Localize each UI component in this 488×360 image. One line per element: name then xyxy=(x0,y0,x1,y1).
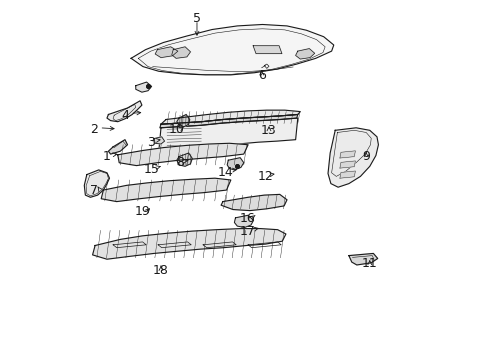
Text: 4: 4 xyxy=(121,109,129,122)
Polygon shape xyxy=(171,47,190,58)
Polygon shape xyxy=(221,194,286,211)
Text: 1: 1 xyxy=(103,150,111,163)
Polygon shape xyxy=(108,140,127,154)
Polygon shape xyxy=(107,101,142,122)
Polygon shape xyxy=(327,128,378,187)
Text: 17: 17 xyxy=(240,225,256,238)
Polygon shape xyxy=(295,49,314,59)
Polygon shape xyxy=(155,47,178,58)
Text: 3: 3 xyxy=(147,136,155,149)
Polygon shape xyxy=(234,215,253,228)
Text: 7: 7 xyxy=(90,184,98,197)
Polygon shape xyxy=(160,114,297,128)
Text: 10: 10 xyxy=(168,123,184,136)
Polygon shape xyxy=(177,153,192,166)
Text: 9: 9 xyxy=(362,150,369,163)
Polygon shape xyxy=(92,229,285,259)
Polygon shape xyxy=(253,46,282,54)
Text: 12: 12 xyxy=(257,170,273,183)
Text: 5: 5 xyxy=(193,12,201,24)
Text: 19: 19 xyxy=(135,205,150,218)
Polygon shape xyxy=(153,137,164,144)
Polygon shape xyxy=(136,82,151,92)
Polygon shape xyxy=(339,171,355,178)
Polygon shape xyxy=(227,158,244,170)
Polygon shape xyxy=(101,178,230,202)
Text: 6: 6 xyxy=(257,69,265,82)
Text: 8: 8 xyxy=(175,156,183,169)
Polygon shape xyxy=(177,114,189,127)
Polygon shape xyxy=(339,161,355,168)
Polygon shape xyxy=(118,143,247,166)
Polygon shape xyxy=(339,151,355,158)
Text: 16: 16 xyxy=(239,212,255,225)
Polygon shape xyxy=(131,24,333,75)
Text: 15: 15 xyxy=(143,163,159,176)
Text: 18: 18 xyxy=(153,264,168,277)
Text: 11: 11 xyxy=(361,257,377,270)
Text: 14: 14 xyxy=(218,166,233,179)
Polygon shape xyxy=(84,170,109,197)
Text: 2: 2 xyxy=(90,123,98,136)
Polygon shape xyxy=(348,253,377,265)
Polygon shape xyxy=(159,118,297,151)
Text: 13: 13 xyxy=(261,124,276,137)
Polygon shape xyxy=(161,110,300,124)
